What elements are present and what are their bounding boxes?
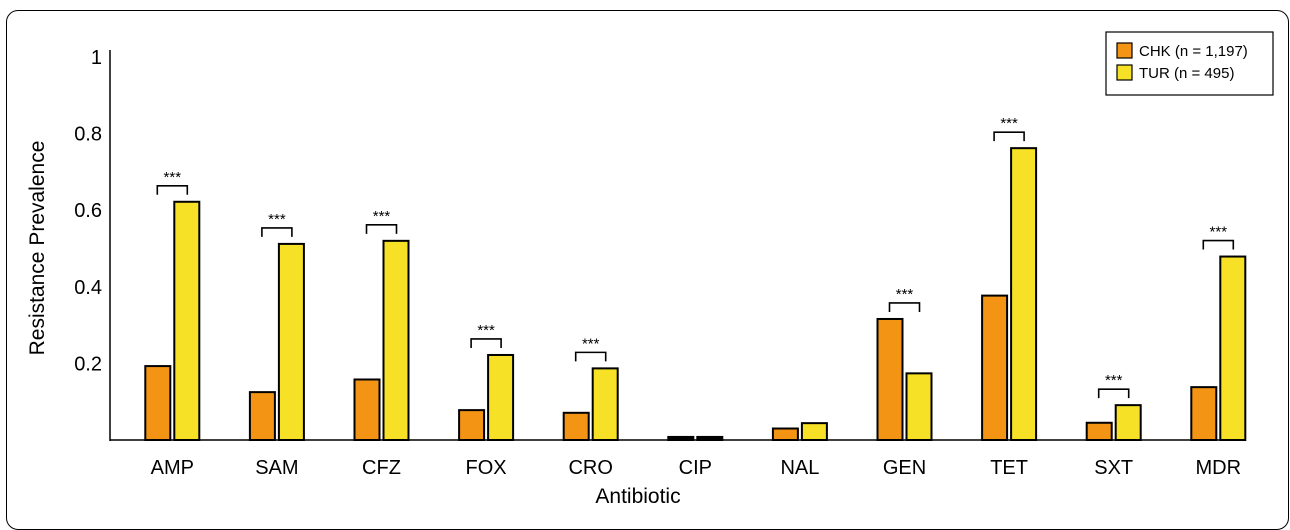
y-tick-label: 0.6 — [74, 200, 102, 222]
bar-amp-tur — [173, 200, 201, 441]
x-tick-label-amp: AMP — [151, 457, 194, 479]
bar-fox-chk — [458, 409, 486, 442]
significance-bracket-amp — [156, 184, 189, 195]
bar-gen-chk — [876, 317, 904, 441]
significance-label-sxt: *** — [1105, 372, 1123, 389]
significance-bracket-cfz — [365, 224, 398, 234]
y-axis-title: Resistance Prevalence — [26, 141, 49, 356]
legend-label-tur: TUR (n = 495) — [1139, 65, 1234, 82]
significance-label-sam: *** — [268, 211, 286, 228]
x-tick-label-sam: SAM — [255, 457, 298, 479]
significance-bracket-cro — [574, 351, 607, 362]
significance-label-gen: *** — [896, 286, 914, 303]
x-tick-label-nal: NAL — [780, 457, 819, 479]
x-tick-label-fox: FOX — [466, 457, 507, 479]
y-tick-label: 0.4 — [74, 277, 102, 299]
significance-bracket-gen — [888, 302, 921, 312]
bar-cfz-chk — [353, 378, 381, 441]
bar-nal-chk — [771, 427, 799, 442]
legend-label-chk: CHK (n = 1,197) — [1139, 43, 1248, 60]
significance-label-mdr: *** — [1210, 224, 1228, 241]
significance-bracket-mdr — [1202, 239, 1235, 250]
x-axis-title: Antibiotic — [595, 485, 680, 508]
x-tick-label-cfz: CFZ — [362, 457, 401, 479]
bar-nal-tur — [800, 422, 828, 442]
x-tick-label-sxt: SXT — [1094, 457, 1133, 479]
bar-mdr-tur — [1219, 255, 1247, 441]
y-tick-label: 0.8 — [74, 124, 102, 146]
bar-sxt-chk — [1085, 421, 1113, 442]
bar-tet-chk — [981, 294, 1009, 442]
bar-cfz-tur — [382, 239, 410, 441]
significance-label-fox: *** — [477, 322, 495, 339]
significance-label-tet: *** — [1000, 115, 1018, 132]
bar-chart: AMP SAM CFZ FOX CRO CIP NAL GEN TET SXT MDR *** *** *… — [26, 31, 1274, 508]
x-tick-label-cip: CIP — [679, 457, 712, 479]
bar-sam-tur — [277, 242, 305, 441]
bar-fox-tur — [487, 353, 515, 441]
bar-cro-chk — [562, 411, 590, 442]
x-tick-label-cro: CRO — [568, 457, 612, 479]
legend-swatch-tur — [1116, 64, 1133, 81]
x-tick-label-tet: TET — [990, 457, 1028, 479]
x-tick-label-mdr: MDR — [1196, 457, 1242, 479]
significance-bracket-sam — [261, 227, 293, 237]
significance-label-cfz: *** — [373, 208, 391, 225]
y-tick-label: 0.2 — [74, 353, 102, 375]
bar-gen-tur — [905, 372, 933, 441]
bar-mdr-chk — [1190, 386, 1218, 441]
y-tick-label: 1 — [91, 47, 102, 69]
significance-label-cro: *** — [582, 335, 600, 352]
bar-sam-chk — [248, 391, 276, 441]
significance-bracket-fox — [470, 338, 502, 348]
bar-tet-tur — [1010, 147, 1038, 442]
legend-box — [1105, 31, 1274, 96]
significance-bracket-tet — [993, 131, 1025, 142]
significance-label-amp: *** — [164, 169, 182, 186]
legend-swatch-chk — [1116, 42, 1133, 59]
significance-bracket-sxt — [1097, 388, 1130, 399]
bar-cro-tur — [591, 367, 619, 441]
bar-sxt-tur — [1114, 404, 1142, 442]
bar-amp-chk — [144, 365, 172, 441]
x-tick-label-gen: GEN — [883, 457, 926, 479]
